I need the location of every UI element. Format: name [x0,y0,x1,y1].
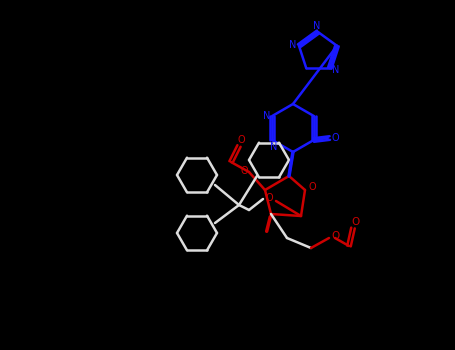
Text: O: O [331,231,339,241]
Text: O: O [265,193,273,203]
Text: O: O [240,166,248,176]
Text: N: N [263,111,270,121]
Text: O: O [332,133,339,143]
Text: O: O [351,217,359,227]
Text: N: N [289,40,297,50]
Text: N: N [332,65,339,75]
Text: O: O [308,182,316,192]
Text: O: O [237,135,245,145]
Text: N: N [313,21,321,31]
Text: N: N [269,142,277,152]
